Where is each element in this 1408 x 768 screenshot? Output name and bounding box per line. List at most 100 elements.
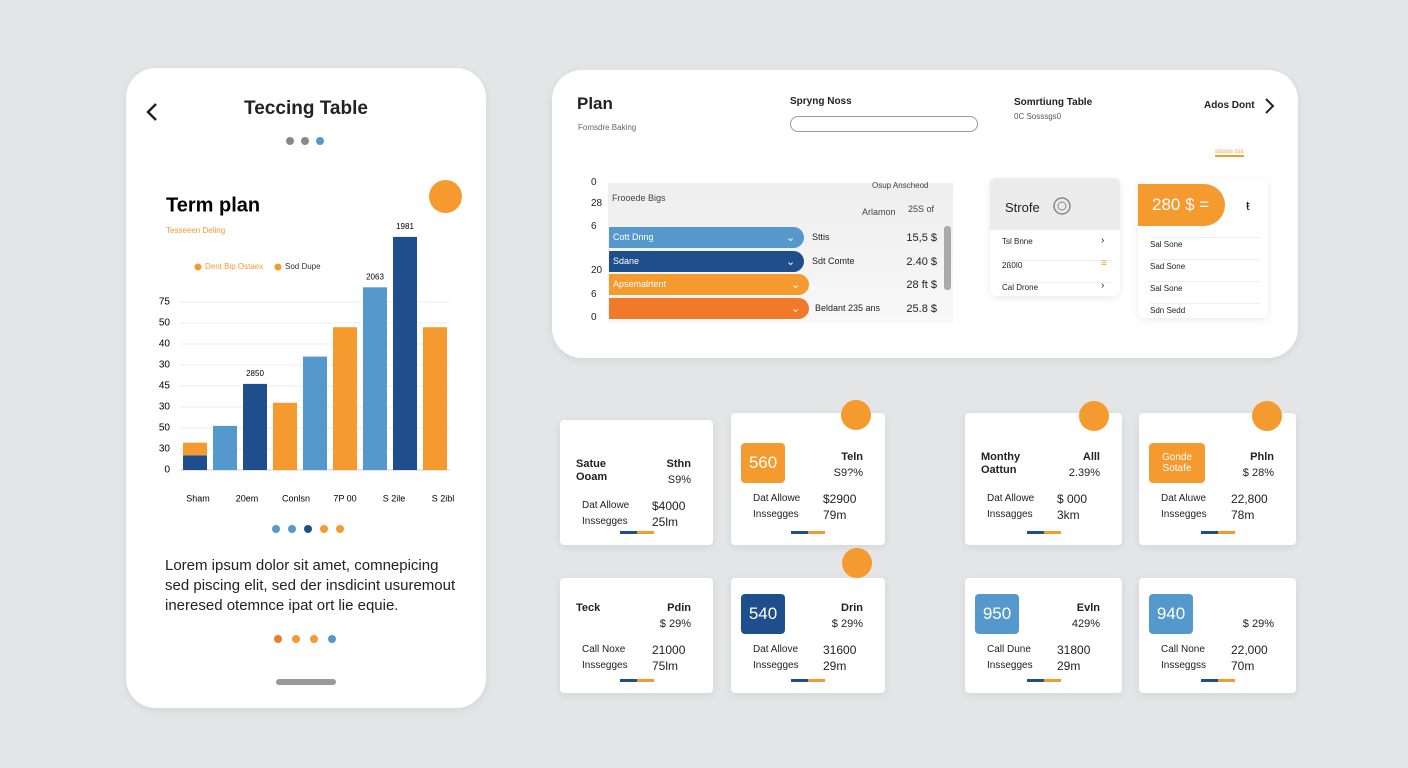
card-val: 29m <box>1057 659 1081 673</box>
row-pill[interactable]: Sdane <box>609 251 804 272</box>
panel-title: Plan <box>577 94 613 113</box>
y-tick-label: 30 <box>159 360 171 371</box>
card-icon[interactable] <box>841 400 871 430</box>
list-arrow: › <box>1101 280 1105 291</box>
card-row: Inssegges <box>987 660 1033 671</box>
card-badge: 950 <box>975 594 1019 634</box>
card[interactable]: 560 Teln S9?% Dat Allowe $2900 Inssegges 79m <box>731 413 885 545</box>
list-item: Sdn Sedd <box>1150 303 1260 315</box>
card-badge: 940 <box>1149 594 1193 634</box>
grid-header: Osup Anscheod <box>872 181 929 190</box>
bar <box>273 402 297 470</box>
grid-header: 25S of <box>908 204 935 214</box>
card-progress <box>1026 679 1061 682</box>
list-item[interactable]: 2ß0I0 <box>1002 259 1112 270</box>
card-icon[interactable] <box>1079 401 1109 431</box>
card-row: Inssegges <box>582 516 628 527</box>
scrollbar[interactable] <box>944 226 951 290</box>
row-label: 0 <box>591 312 597 323</box>
row-label-text: Beldant 235 ans <box>815 303 881 313</box>
chart-subtitle: Tesseeen Deling <box>166 226 225 235</box>
page-dots <box>274 635 336 643</box>
list-arrow: › <box>1101 235 1105 246</box>
card-label: Alll <box>1082 451 1100 463</box>
y-tick-label: 40 <box>159 339 171 350</box>
row-pill[interactable]: Cott Dnng <box>609 227 804 248</box>
list-item: Sad Sone <box>1150 259 1260 271</box>
row-label: 20 <box>591 265 603 276</box>
row-label-text: Sttis <box>812 232 830 242</box>
card-icon[interactable] <box>1252 401 1282 431</box>
card-progress <box>791 679 825 682</box>
card-pct: 2.39% <box>1068 467 1100 479</box>
search-input[interactable] <box>790 116 978 132</box>
row-chevron: ⌄ <box>791 303 801 315</box>
paragraph-line: sed piscing elit, sed der insdicint usur… <box>165 577 456 594</box>
card-title: Monthy Oattun <box>981 451 1021 476</box>
bar <box>333 327 357 470</box>
row-label-text: Sdt Comte <box>812 256 855 266</box>
bar <box>423 327 447 470</box>
y-tick-label: 30 <box>159 444 171 455</box>
row-pill[interactable]: Apsemalrtent <box>609 274 809 295</box>
card[interactable]: 950 Evln 429% Call Dune 31800 Inssegges 29m <box>965 578 1122 693</box>
card[interactable]: 540 Drin $ 29% Dat Allove 31600 Inssegges 29m <box>731 578 885 693</box>
row-chevron: ⌄ <box>786 256 796 268</box>
card-row: Insseggss <box>1161 660 1207 671</box>
card[interactable]: Satue Ooam Sthn S9% Dat Allowe $4000 Inssegge… <box>560 420 713 545</box>
calendar-icon[interactable] <box>429 180 462 213</box>
card[interactable]: 940 $ 29% Call None 22,000 Insseggss 70m <box>1139 578 1296 693</box>
card-val: $2900 <box>823 492 857 506</box>
row-pill[interactable] <box>609 298 809 319</box>
list-item[interactable]: Tsl Bnne <box>1002 237 1033 246</box>
card-row: Call None <box>1161 644 1205 655</box>
card-label: Sthn <box>666 458 691 470</box>
table-subtitle: 0C Sosssgs0 <box>1014 112 1062 121</box>
card-progress <box>1200 679 1235 682</box>
x-tick-label: Sham <box>186 493 210 503</box>
x-tick-label: Conlsn <box>282 493 310 503</box>
row-label: 6 <box>591 289 597 300</box>
paragraph-line: ineresed otemnce ipat ort lie equie. <box>165 597 399 614</box>
y-tick-label: 0 <box>164 465 170 476</box>
phone-title: Teccing Table <box>244 98 368 119</box>
bar-tag: 2850 <box>246 369 264 378</box>
price-symbol: ŧ <box>1246 198 1250 213</box>
x-tick-label: S 2ile <box>383 493 406 503</box>
card-progress <box>1200 531 1235 534</box>
card-row: Dat Allowe <box>753 493 801 504</box>
y-tick-label: 50 <box>159 318 171 329</box>
status-icon[interactable] <box>1050 194 1074 218</box>
x-tick-label: S 2ibl <box>432 493 455 503</box>
card-row: Dat Allowe <box>987 493 1035 504</box>
card-row: Dat Allove <box>753 644 799 655</box>
card[interactable]: Gonde Sotafe Phln $ 28% Dat Aluwe 22,800 Inss… <box>1139 413 1296 545</box>
card[interactable]: Monthy Oattun Alll 2.39% Dat Allowe $ 000 Ins… <box>965 413 1122 545</box>
bar <box>243 383 267 470</box>
card-val: 22,800 <box>1231 492 1268 506</box>
legend-label: Dent Bip Ostaex <box>205 262 263 271</box>
search-label: Spryng Noss <box>790 96 852 107</box>
card-row: Call Dune <box>987 644 1031 655</box>
card-pct: $ 28% <box>1242 467 1274 479</box>
price-card: 280 $ = ŧ <box>1138 178 1268 318</box>
y-tick-label: 50 <box>159 423 171 434</box>
card-icon[interactable] <box>842 548 872 578</box>
bar <box>363 287 387 470</box>
card-val: 21000 <box>652 643 686 657</box>
card-progress <box>1026 531 1061 534</box>
list-item[interactable]: Cal Drone <box>1002 282 1112 292</box>
card[interactable]: Teck Pdin $ 29% Call Noxe 21000 Inssegges 75lm <box>560 578 713 693</box>
back-button[interactable] <box>140 98 164 126</box>
card-progress <box>619 679 654 682</box>
action-link[interactable]: Ados Dont <box>1204 100 1255 111</box>
page-dots <box>286 137 324 145</box>
price-pill[interactable]: 280 $ = <box>1138 184 1225 226</box>
bar <box>183 442 207 456</box>
bar-tag: 2063 <box>366 272 384 281</box>
card-row: Call Noxe <box>582 644 626 655</box>
paragraph: Lorem ipsum dolor sit amet, comnepicing s… <box>165 556 455 616</box>
card-pct: 429% <box>1071 618 1100 630</box>
chevron[interactable] <box>1262 96 1278 116</box>
